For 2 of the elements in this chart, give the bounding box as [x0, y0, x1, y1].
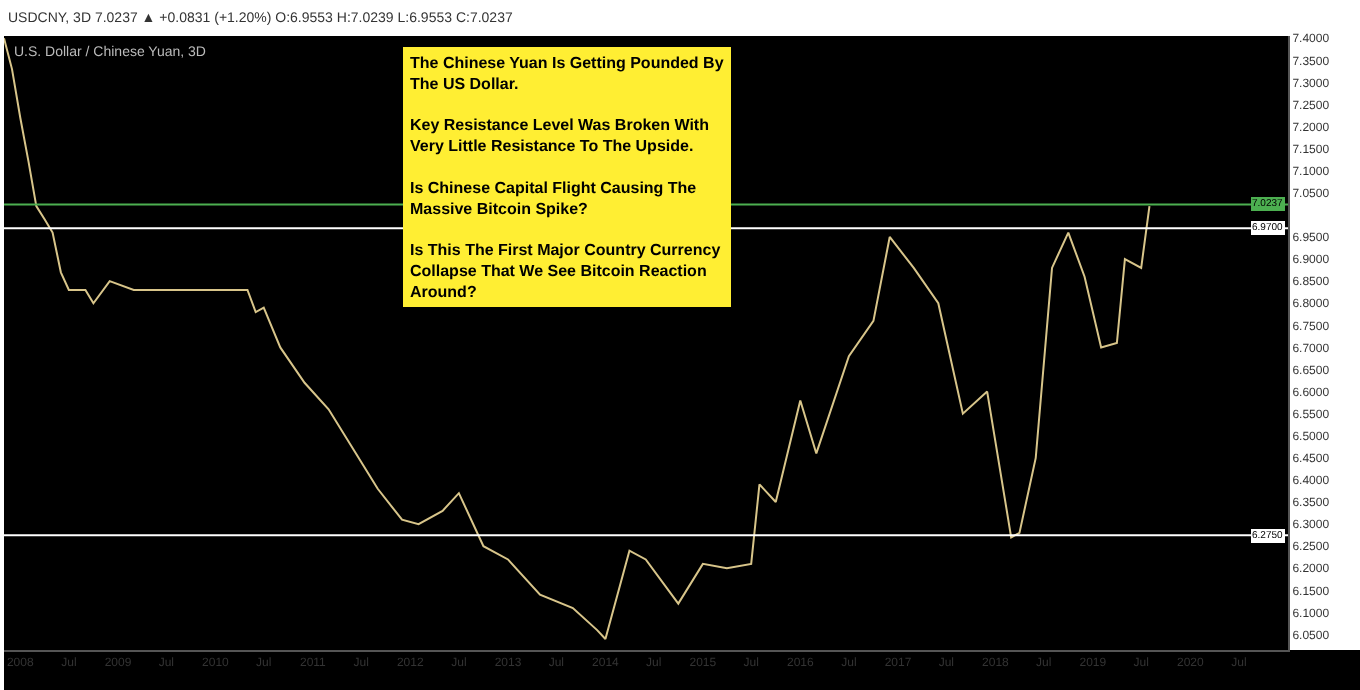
text: The Chinese Yuan Is Getting Pounded By The US Dollar. Key Resistance Level Was Broken With Very Little Resistance To The Upside. Is Chinese Capital Flight Causing The Massive Bitcoin Spike? Is This The First Major Country Currency Collapse That We See Bitcoin Reaction Around?: [410, 54, 724, 301]
line-series: [4, 37, 1151, 640]
